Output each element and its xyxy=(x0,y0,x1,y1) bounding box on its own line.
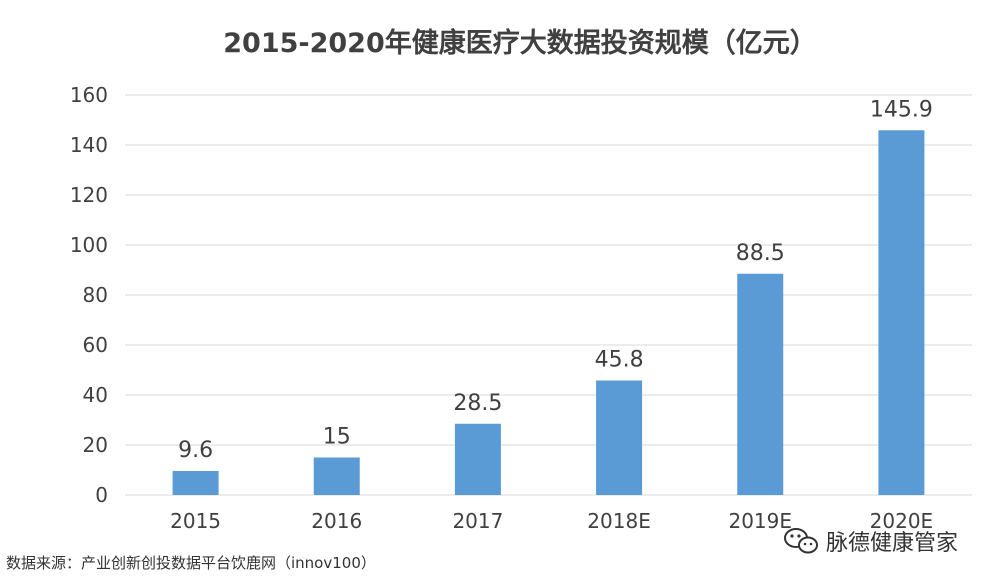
bar-2019E xyxy=(737,273,784,495)
y-tick-label: 20 xyxy=(83,433,108,457)
y-tick-label: 140 xyxy=(70,133,108,157)
y-axis-ticks: 0 20 40 60 80 100 120 140 160 xyxy=(70,83,108,507)
y-tick-label: 80 xyxy=(83,283,108,307)
gridlines xyxy=(125,94,972,496)
y-tick-label: 160 xyxy=(70,83,108,107)
bars xyxy=(172,130,925,495)
x-tick-label-2015: 2015 xyxy=(170,509,221,533)
y-tick-label: 120 xyxy=(70,183,108,207)
data-label-2016: 15 xyxy=(323,425,351,450)
y-tick-label: 100 xyxy=(70,233,108,257)
x-tick-label-2016: 2016 xyxy=(311,509,362,533)
y-tick-label: 40 xyxy=(83,383,108,407)
y-tick-label: 60 xyxy=(83,333,108,357)
data-labels: 9.6 15 28.5 45.8 88.5 145.9 xyxy=(178,97,933,463)
data-label-2015: 9.6 xyxy=(178,438,213,463)
x-tick-label-2019E: 2019E xyxy=(728,509,792,533)
bar-2017 xyxy=(454,423,501,495)
bar-2018E xyxy=(596,380,643,495)
bar-2016 xyxy=(313,457,360,495)
x-axis-categories: 2015 2016 2017 2018E 2019E 2020E xyxy=(170,509,933,533)
chart-title: 2015-2020年健康医疗大数据投资规模（亿元） xyxy=(223,27,817,59)
x-tick-label-2020E: 2020E xyxy=(870,509,934,533)
bar-2015 xyxy=(172,471,219,495)
x-tick-label-2018E: 2018E xyxy=(587,509,651,533)
data-label-2020E: 145.9 xyxy=(870,97,933,122)
wechat-icon xyxy=(784,528,818,554)
data-label-2017: 28.5 xyxy=(453,391,502,416)
bar-2020E xyxy=(878,130,925,495)
watermark-account-name: 脉德健康管家 xyxy=(826,531,958,556)
source-note: 数据来源：产业创新创投数据平台饮鹿网（innov100） xyxy=(6,554,376,572)
data-label-2018E: 45.8 xyxy=(595,348,644,373)
data-label-2019E: 88.5 xyxy=(736,241,785,266)
x-tick-label-2017: 2017 xyxy=(452,509,503,533)
watermark: 脉德健康管家 xyxy=(784,528,958,556)
y-tick-label: 0 xyxy=(95,483,108,507)
